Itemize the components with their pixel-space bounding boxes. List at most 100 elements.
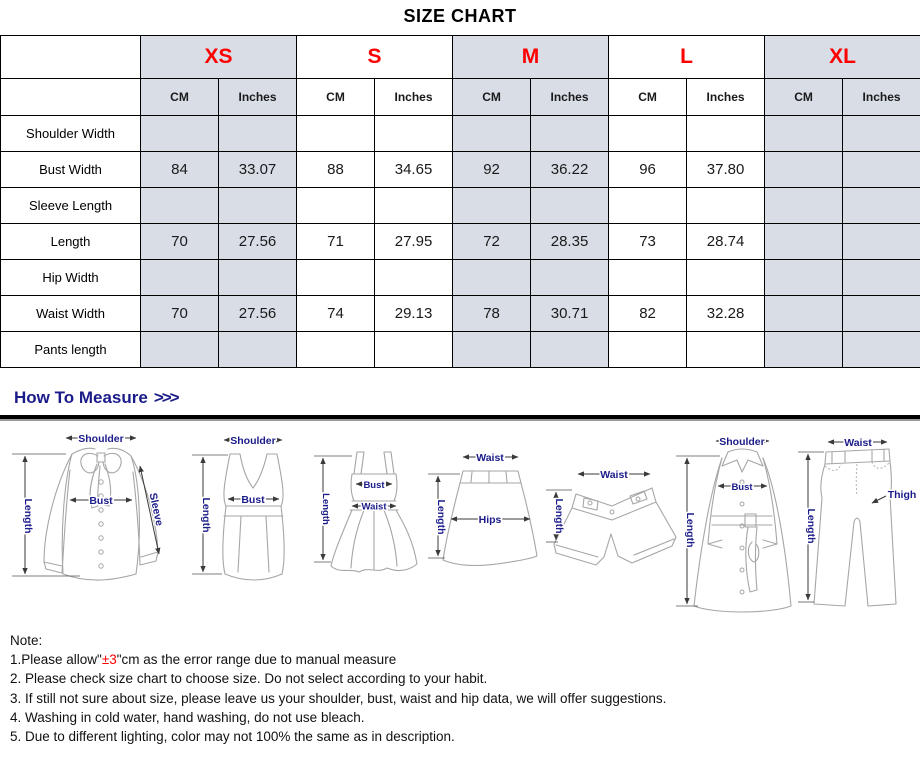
table-row: Length 70 27.56 71 27.95 72 28.35 73 28.… (0, 223, 920, 260)
note-item-5: 5. Due to different lighting, color may … (10, 729, 455, 745)
corner-cell (0, 35, 141, 79)
cell (686, 259, 766, 296)
note-item-4: 4. Washing in cold water, hand washing, … (10, 709, 365, 725)
size-header-xl: XL (764, 35, 920, 79)
cell: 71 (296, 223, 376, 260)
table-row: Waist Width 70 27.56 74 29.13 78 30.71 8… (0, 295, 920, 332)
table-row: Bust Width 84 33.07 88 34.65 92 36.22 96… (0, 151, 920, 188)
cell (608, 187, 688, 224)
shorts-waist-label: Waist (600, 469, 628, 481)
cell (296, 331, 376, 368)
skirt-length-label: Length (435, 500, 447, 535)
unit-header: Inches (686, 78, 766, 116)
skirt-hips-label: Hips (479, 514, 502, 526)
unit-header: CM (452, 78, 532, 116)
cell (374, 115, 454, 152)
cell (764, 115, 844, 152)
cell: 84 (140, 151, 219, 188)
dress-length-label: Length (320, 493, 331, 525)
cell (374, 187, 454, 224)
cell: 27.95 (374, 223, 454, 260)
size-header-l: L (608, 35, 766, 79)
cell (608, 115, 688, 152)
coat-shoulder-label: Shoulder (719, 436, 765, 448)
cell (842, 295, 920, 332)
unit-header: CM (296, 78, 376, 116)
cell (452, 259, 532, 296)
cell: 73 (608, 223, 688, 260)
coat-bust-label: Bust (731, 482, 753, 493)
vest-drawing: Shoulder Length Bust (192, 434, 285, 581)
size-header-s: S (296, 35, 454, 79)
skirt-waist-label: Waist (476, 452, 504, 464)
cell (217, 115, 298, 152)
cell (374, 259, 454, 296)
cell (452, 331, 532, 368)
cell (296, 115, 376, 152)
cell (842, 331, 920, 368)
cell (764, 331, 844, 368)
cell (530, 115, 610, 152)
cell (764, 187, 844, 224)
cell: 32.28 (686, 295, 766, 332)
cell: 92 (452, 151, 532, 188)
unit-header: Inches (842, 78, 920, 116)
notes-section: Note: 1.Please allow"±3"cm as the error … (10, 631, 920, 746)
cell (530, 187, 610, 224)
note-1-prefix: 1.Please allow" (10, 652, 102, 668)
cell (140, 331, 219, 368)
table-row: Sleeve Length (0, 187, 920, 224)
cell: 37.80 (686, 151, 766, 188)
cell: 27.56 (217, 223, 298, 260)
cell (842, 223, 920, 260)
row-label: Pants length (0, 331, 141, 368)
row-label: Length (0, 223, 141, 260)
cell: 36.22 (530, 151, 610, 188)
cell (764, 295, 844, 332)
cell: 34.65 (374, 151, 454, 188)
blouse-length-label: Length (22, 499, 34, 534)
cell (452, 115, 532, 152)
blouse-bust-label: Bust (89, 495, 113, 507)
cell: 96 (608, 151, 688, 188)
cell (842, 115, 920, 152)
size-header-xs: XS (139, 35, 298, 79)
cell: 27.56 (217, 295, 298, 332)
unit-header: Inches (217, 78, 298, 116)
pants-waist-label: Waist (844, 437, 872, 449)
cell: 70 (140, 223, 219, 260)
cell: 74 (296, 295, 376, 332)
skirt-drawing: Waist Hips Length (428, 451, 538, 566)
size-chart-table: XS S M L XL CM Inches CM Inches CM Inche… (0, 35, 920, 368)
cell (296, 187, 376, 224)
cell: 29.13 (374, 295, 454, 332)
vest-length-label: Length (200, 498, 212, 533)
cell (764, 223, 844, 260)
cell (530, 259, 610, 296)
cell: 82 (608, 295, 688, 332)
cell (842, 151, 920, 188)
how-to-measure-heading: How To Measure >>> (14, 388, 920, 410)
cell (608, 259, 688, 296)
cell (140, 187, 219, 224)
cell (217, 259, 298, 296)
blouse-drawing: Shoulder Length Bust Sleeve (12, 432, 167, 581)
unit-header: CM (764, 78, 844, 116)
cell (686, 331, 766, 368)
cell (686, 115, 766, 152)
cell (296, 259, 376, 296)
note-1-tolerance: ±3 (101, 652, 117, 668)
vest-shoulder-label: Shoulder (230, 435, 276, 447)
cell (842, 187, 920, 224)
table-row: Shoulder Width (0, 115, 920, 152)
row-label: Shoulder Width (0, 115, 141, 152)
cell (842, 259, 920, 296)
cell (140, 259, 219, 296)
size-header-m: M (452, 35, 610, 79)
unit-header: CM (140, 78, 219, 116)
how-to-measure-label: How To Measure (14, 388, 148, 407)
unit-header: Inches (374, 78, 454, 116)
cell (764, 151, 844, 188)
section-divider (0, 415, 920, 421)
page-title: SIZE CHART (403, 6, 517, 26)
